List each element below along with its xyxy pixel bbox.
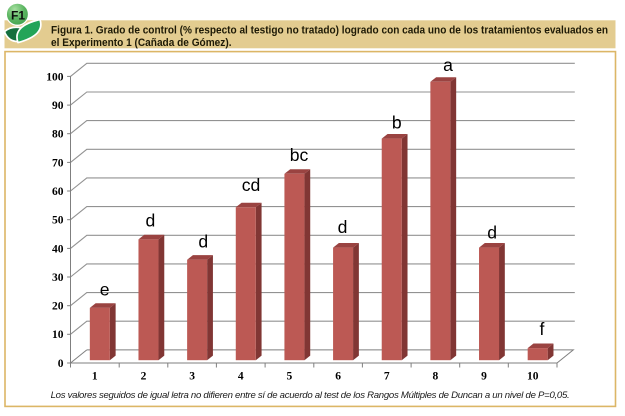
svg-text:4: 4: [238, 371, 244, 383]
svg-text:70: 70: [52, 157, 64, 169]
svg-text:2: 2: [141, 371, 147, 383]
svg-text:60: 60: [52, 186, 64, 198]
svg-text:80: 80: [52, 129, 64, 141]
svg-text:d: d: [146, 210, 156, 230]
svg-text:F1: F1: [11, 8, 25, 22]
svg-text:1: 1: [92, 371, 98, 383]
svg-text:30: 30: [52, 272, 64, 284]
svg-text:5: 5: [287, 371, 293, 383]
svg-text:d: d: [487, 223, 497, 243]
svg-text:Los valores seguidos de igual: Los valores seguidos de igual letra no d…: [51, 390, 570, 401]
svg-text:Figura 1. Grado de control (%: Figura 1. Grado de control (% respecto a…: [51, 25, 608, 37]
svg-text:90: 90: [52, 100, 64, 112]
svg-text:8: 8: [433, 371, 439, 383]
svg-text:50: 50: [52, 215, 64, 227]
svg-text:6: 6: [335, 371, 341, 383]
svg-text:7: 7: [384, 371, 390, 383]
svg-text:e: e: [100, 279, 110, 299]
svg-text:bc: bc: [290, 145, 309, 165]
svg-text:f: f: [540, 319, 545, 339]
svg-text:el Experimento 1 (Cañada de Gó: el Experimento 1 (Cañada de Gómez).: [51, 37, 232, 49]
svg-text:9: 9: [481, 371, 487, 383]
svg-text:40: 40: [52, 243, 64, 255]
svg-text:10: 10: [52, 329, 64, 341]
svg-text:0: 0: [58, 358, 64, 370]
svg-text:3: 3: [189, 371, 195, 383]
svg-text:20: 20: [52, 301, 64, 313]
svg-text:d: d: [198, 231, 208, 251]
svg-text:cd: cd: [242, 175, 261, 195]
svg-text:d: d: [338, 217, 348, 237]
svg-text:a: a: [443, 55, 453, 75]
svg-text:100: 100: [46, 71, 64, 83]
svg-text:b: b: [392, 113, 402, 133]
svg-text:10: 10: [527, 371, 539, 383]
